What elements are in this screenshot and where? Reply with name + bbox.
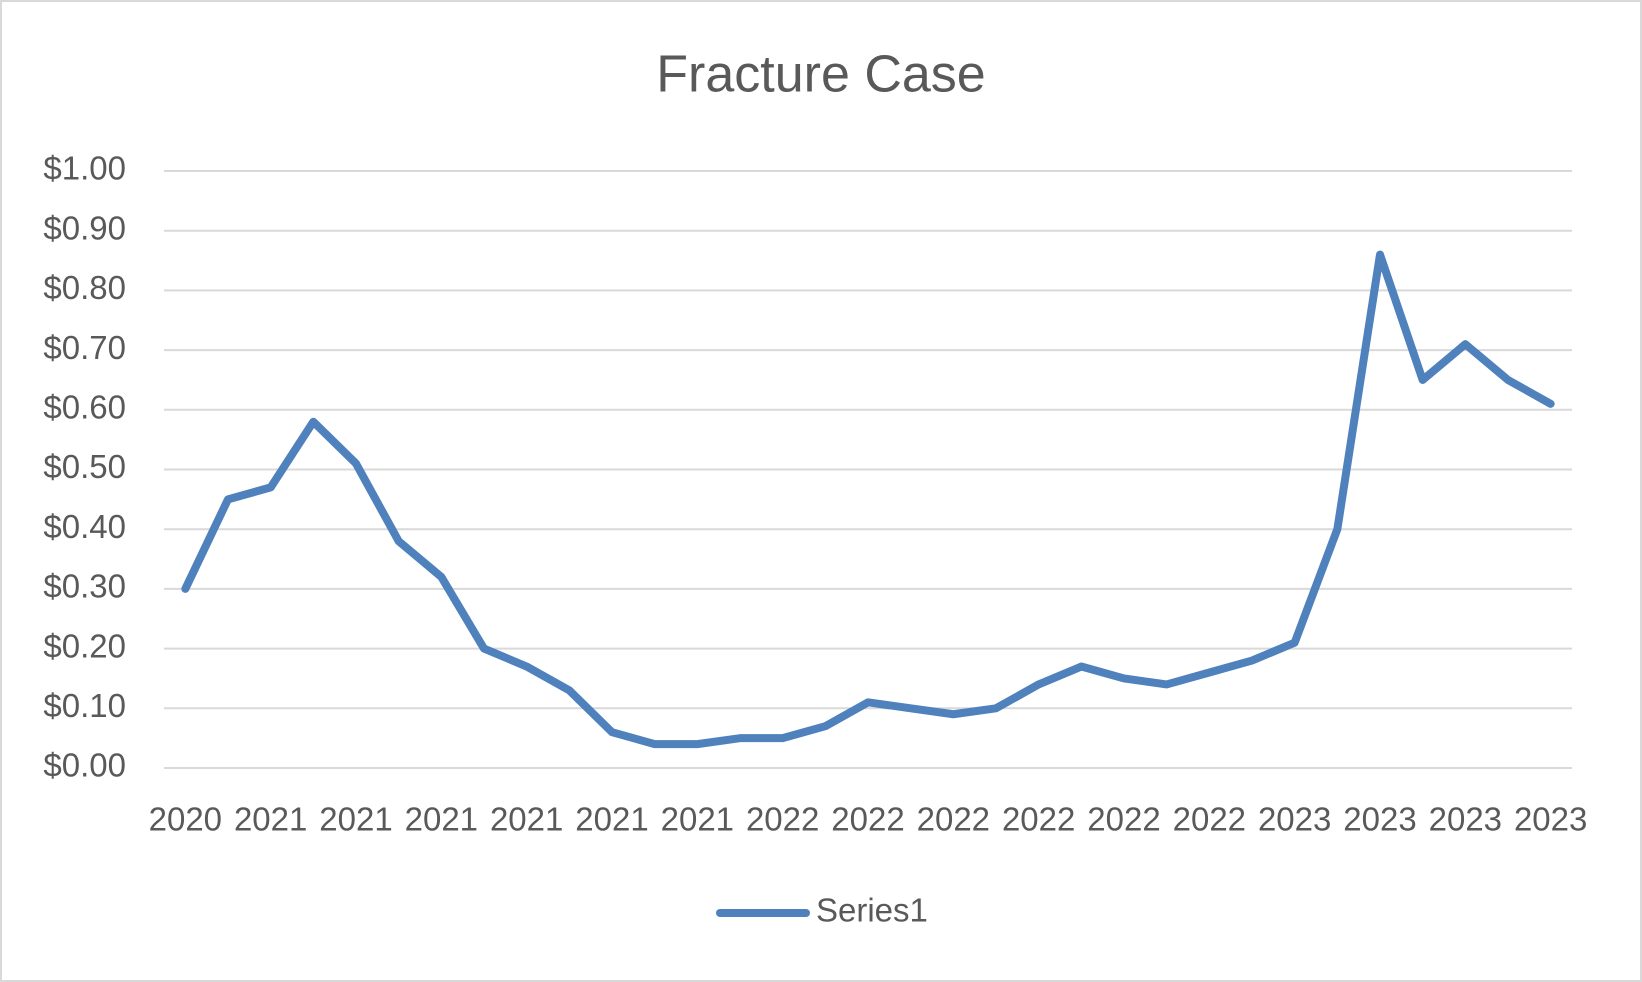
y-tick-label: $0.70 (43, 329, 126, 366)
x-tick-label: 2021 (490, 801, 563, 838)
x-tick-label: 2022 (1173, 801, 1246, 838)
x-tick-label: 2021 (319, 801, 392, 838)
x-tick-label: 2023 (1514, 801, 1587, 838)
y-tick-label: $0.10 (43, 687, 126, 724)
y-tick-label: $1.00 (43, 150, 126, 187)
x-tick-label: 2023 (1429, 801, 1502, 838)
y-tick-label: $0.80 (43, 269, 126, 306)
y-tick-label: $0.30 (43, 568, 126, 605)
legend-label: Series1 (816, 892, 928, 929)
x-tick-label: 2021 (575, 801, 648, 838)
y-tick-label: $0.60 (43, 389, 126, 426)
x-tick-label: 2022 (831, 801, 904, 838)
x-tick-label: 2023 (1343, 801, 1416, 838)
x-tick-label: 2021 (234, 801, 307, 838)
data-line (181, 250, 1555, 749)
y-tick-label: $0.20 (43, 627, 126, 664)
y-tick-label: $0.00 (43, 747, 126, 784)
x-tick-label: 2022 (1002, 801, 1075, 838)
x-tick-label: 2021 (661, 801, 734, 838)
chart-title: Fracture Case (656, 46, 985, 104)
x-tick-label: 2022 (746, 801, 819, 838)
y-tick-label: $0.90 (43, 209, 126, 246)
y-tick-label: $0.50 (43, 448, 126, 485)
x-tick-label: 2022 (917, 801, 990, 838)
x-tick-label: 2022 (1087, 801, 1160, 838)
x-tick-label: 2020 (149, 801, 222, 838)
y-tick-label: $0.40 (43, 508, 126, 545)
x-tick-label: 2021 (405, 801, 478, 838)
x-tick-label: 2023 (1258, 801, 1331, 838)
